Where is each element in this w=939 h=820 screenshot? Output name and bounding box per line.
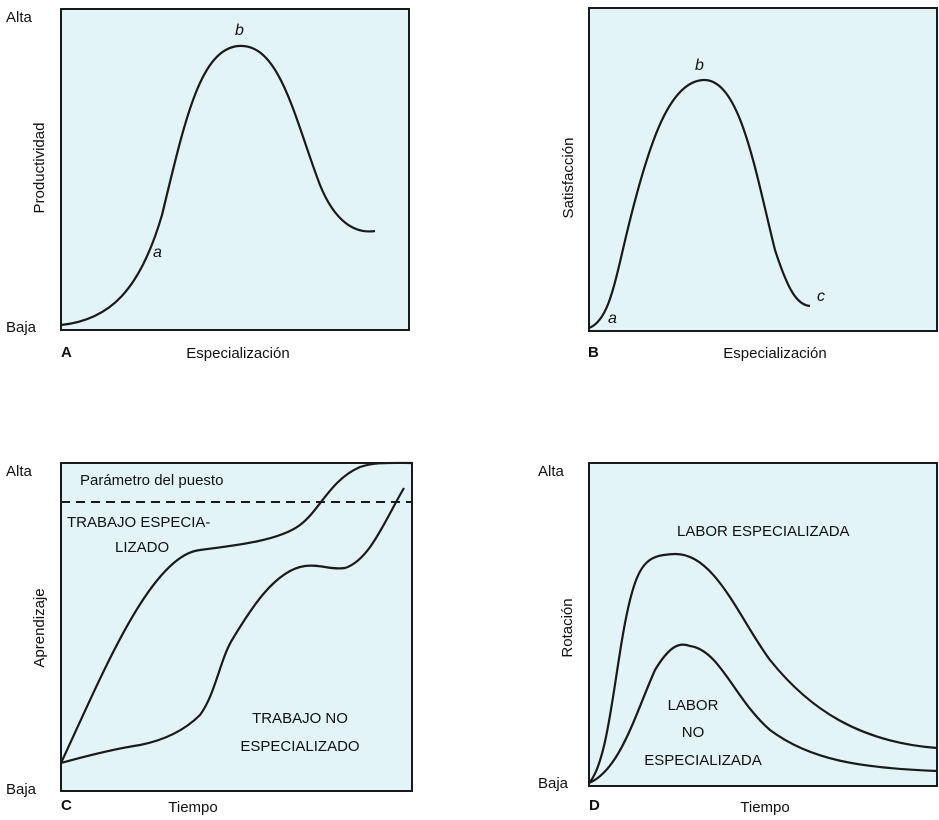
panel-c-letter: C: [61, 797, 72, 814]
panel-a: a b Alta Baja Productividad Especializac…: [6, 8, 410, 362]
panel-a-y-axis-label: Productividad: [31, 123, 48, 214]
panel-a-plot-area: [60, 8, 410, 331]
panel-d-specialized-label: LABOR ESPECIALIZADA: [677, 523, 850, 540]
panel-b-x-axis-label: Especialización: [723, 345, 826, 362]
panel-c-specialized-curve: [60, 461, 413, 764]
panel-b-satisfaction-curve: [588, 78, 811, 330]
panel-d-x-axis-label: Tiempo: [740, 799, 789, 816]
panel-c: Parámetro del puesto TRABAJO ESPECIA- LI…: [6, 461, 413, 816]
panel-d-ytick-low: Baja: [538, 775, 569, 792]
panel-b-plot-area: [588, 7, 938, 332]
panel-c-unspecialized-label-line2: ESPECIALIZADO: [240, 738, 359, 755]
panel-b-point-a-label: a: [608, 310, 617, 327]
panel-d-specialized-curve: [588, 552, 938, 784]
panel-c-unspecialized-label-line1: TRABAJO NO: [252, 710, 348, 727]
panel-a-ytick-high: Alta: [6, 9, 33, 26]
panel-c-y-axis-label: Aprendizaje: [31, 588, 48, 667]
panel-d-unspecialized-label-line1: LABOR: [668, 697, 719, 714]
panel-d-unspecialized-curve: [588, 643, 938, 785]
panel-d-plot-area: [588, 462, 938, 787]
panel-a-ytick-low: Baja: [6, 319, 37, 336]
panel-a-point-a-label: a: [153, 244, 162, 261]
panel-a-point-b-label: b: [235, 22, 244, 39]
panel-d-ytick-high: Alta: [538, 463, 565, 480]
panel-b-letter: B: [588, 344, 599, 361]
panel-a-letter: A: [61, 344, 72, 361]
panel-b: a b c Satisfacción Especialización B: [560, 7, 938, 362]
panel-d-letter: D: [589, 797, 600, 814]
panel-c-ytick-low: Baja: [6, 781, 37, 798]
panel-c-ytick-high: Alta: [6, 463, 33, 480]
panel-c-specialized-label-line2: LIZADO: [115, 539, 169, 556]
panel-d-unspecialized-label-line3: ESPECIALIZADA: [644, 752, 762, 769]
panel-c-unspecialized-curve: [60, 487, 405, 765]
panel-c-job-parameter-label: Parámetro del puesto: [80, 472, 223, 489]
panel-b-point-b-label: b: [695, 57, 704, 74]
panel-b-point-c-label: c: [817, 288, 825, 305]
panel-a-x-axis-label: Especialización: [186, 345, 289, 362]
panel-b-y-axis-label: Satisfacción: [560, 138, 577, 219]
panel-c-plot-area: [60, 462, 413, 792]
panel-c-specialized-label-line1: TRABAJO ESPECIA-: [67, 514, 210, 531]
panel-a-productivity-curve: [60, 44, 376, 327]
panel-c-x-axis-label: Tiempo: [168, 799, 217, 816]
panel-d-y-axis-label: Rotación: [559, 598, 576, 657]
panel-d-unspecialized-label-line2: NO: [682, 724, 705, 741]
panel-d: LABOR ESPECIALIZADA LABOR NO ESPECIALIZA…: [538, 462, 938, 816]
